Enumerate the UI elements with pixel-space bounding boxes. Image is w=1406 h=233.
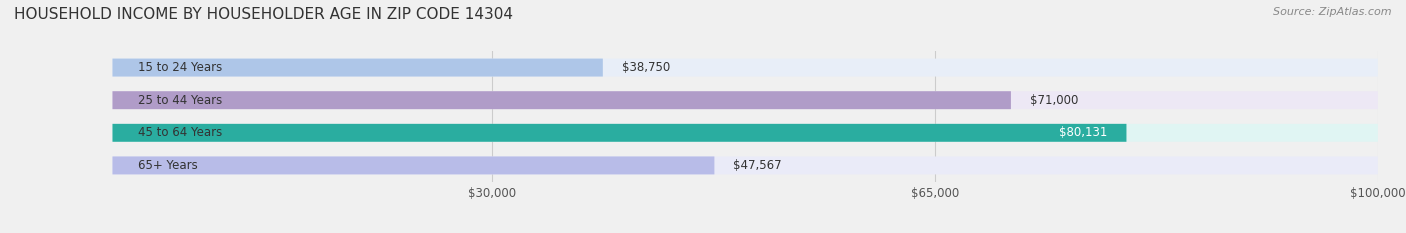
FancyBboxPatch shape	[112, 58, 603, 76]
FancyBboxPatch shape	[112, 58, 1378, 76]
Text: 15 to 24 Years: 15 to 24 Years	[138, 61, 222, 74]
FancyBboxPatch shape	[112, 157, 1378, 174]
Text: 25 to 44 Years: 25 to 44 Years	[138, 94, 222, 107]
Text: $38,750: $38,750	[621, 61, 671, 74]
Text: $80,131: $80,131	[1059, 126, 1108, 139]
Text: Source: ZipAtlas.com: Source: ZipAtlas.com	[1274, 7, 1392, 17]
Text: 65+ Years: 65+ Years	[138, 159, 197, 172]
Text: $47,567: $47,567	[734, 159, 782, 172]
FancyBboxPatch shape	[112, 124, 1378, 142]
FancyBboxPatch shape	[112, 91, 1011, 109]
Text: $71,000: $71,000	[1029, 94, 1078, 107]
FancyBboxPatch shape	[112, 124, 1126, 142]
Text: HOUSEHOLD INCOME BY HOUSEHOLDER AGE IN ZIP CODE 14304: HOUSEHOLD INCOME BY HOUSEHOLDER AGE IN Z…	[14, 7, 513, 22]
FancyBboxPatch shape	[112, 91, 1378, 109]
FancyBboxPatch shape	[112, 157, 714, 174]
Text: 45 to 64 Years: 45 to 64 Years	[138, 126, 222, 139]
